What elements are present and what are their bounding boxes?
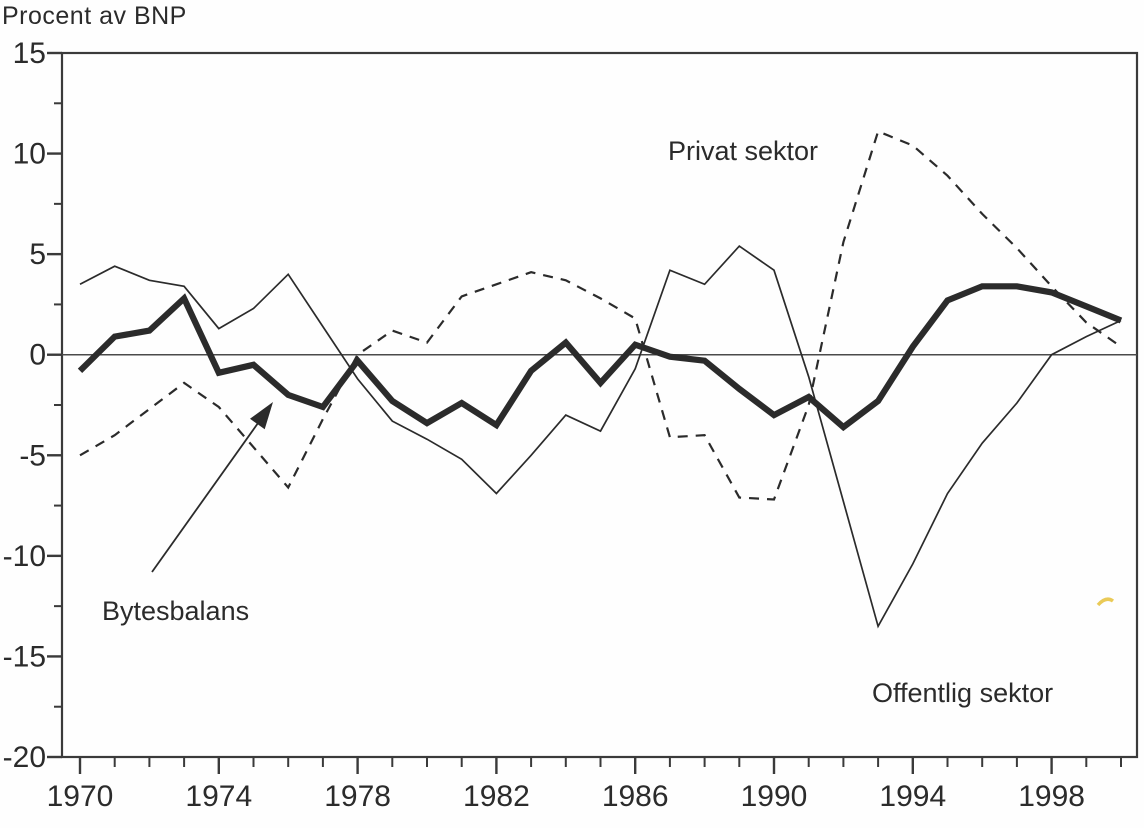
series-line-privat-sektor — [79, 129, 1122, 501]
annotation-arrowhead — [250, 402, 273, 430]
plot-box — [60, 51, 1139, 759]
x-tick-label: 1978 — [324, 780, 391, 813]
annotation-privat-sektor: Privat sektor — [668, 136, 818, 166]
y-tick-label: -5 — [19, 439, 46, 472]
chart-title: Procent av BNP — [2, 2, 187, 30]
y-tick-label: -20 — [3, 741, 46, 774]
scan-artifact — [1096, 597, 1115, 607]
series-line-offentlig-sektor — [79, 244, 1122, 629]
annotation-arrow-line — [151, 418, 262, 573]
y-tick-label: -15 — [3, 640, 46, 673]
y-tick-label: 10 — [13, 138, 46, 171]
annotation-offentlig-sektor: Offentlig sektor — [872, 678, 1053, 708]
yellow-scan-mark — [1096, 597, 1115, 607]
x-tick-label: 1982 — [463, 780, 530, 813]
y-tick-label: 15 — [13, 37, 46, 70]
y-tick-label: -10 — [3, 540, 46, 573]
x-tick-label: 1998 — [1018, 780, 1085, 813]
series-line-bytesbalans — [77, 283, 1123, 432]
axis-ticks — [47, 51, 1122, 774]
y-tick-label: 5 — [29, 238, 46, 271]
annotation-bytesbalans: Bytesbalans — [102, 596, 249, 626]
axes — [60, 51, 1139, 759]
x-tick-label: 1970 — [47, 780, 114, 813]
x-tick-label: 1974 — [185, 780, 252, 813]
x-tick-label: 1994 — [879, 780, 946, 813]
annotations: Privat sektor Offentlig sektor Bytesbalans — [102, 136, 1053, 708]
x-tick-label: 1986 — [602, 780, 669, 813]
y-tick-label: 0 — [29, 339, 46, 372]
x-tick-label: 1990 — [741, 780, 808, 813]
data-series — [77, 129, 1123, 629]
